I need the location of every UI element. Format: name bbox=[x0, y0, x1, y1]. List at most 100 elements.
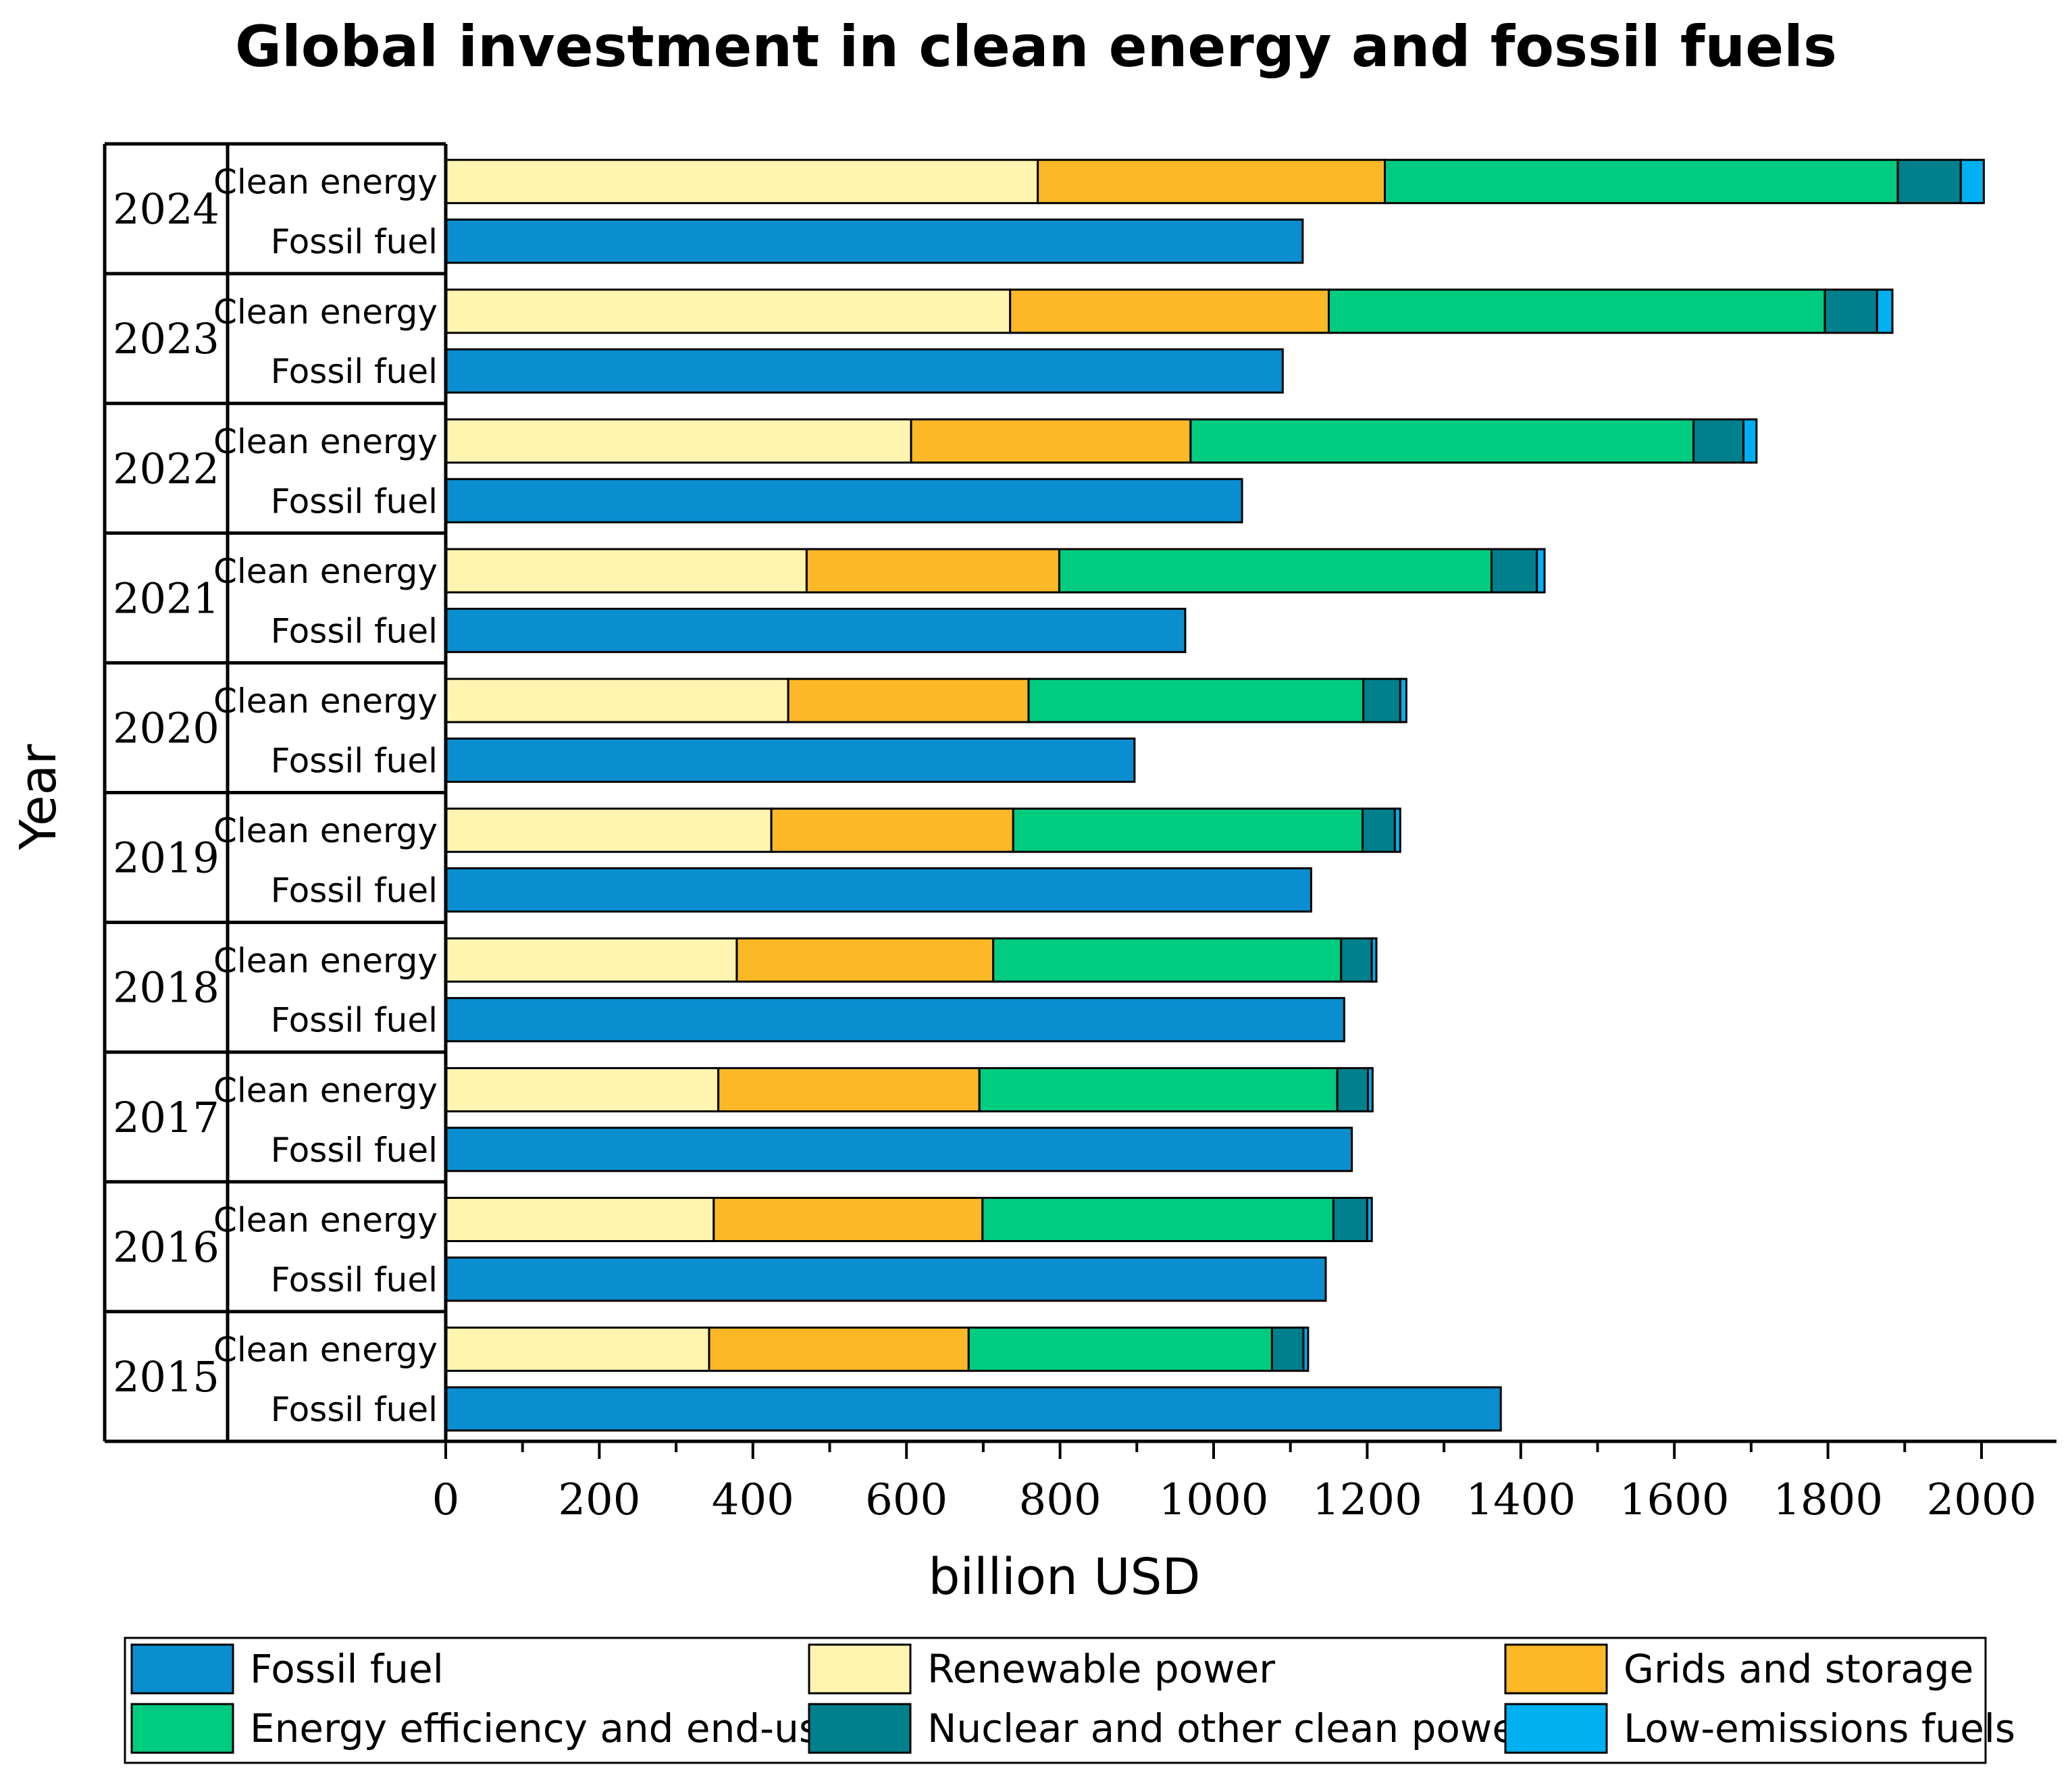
x-axis: 0 200 400 600 800 1000 1200 1400 1600 1800 2000 bbox=[105, 1439, 2056, 1525]
bar-renewable-2023 bbox=[444, 288, 1012, 334]
bar-grids-2024 bbox=[1037, 159, 1387, 205]
bar-fossil-2020 bbox=[444, 737, 1136, 783]
bar-lowemission-2018 bbox=[1370, 937, 1378, 983]
bar-fossil-2015 bbox=[444, 1386, 1502, 1432]
row-label-clean: Clean energy bbox=[213, 681, 438, 721]
bar-renewable-2020 bbox=[444, 677, 789, 723]
bar-grids-2022 bbox=[910, 418, 1192, 464]
row-label-fossil: Fossil fuel bbox=[271, 1001, 438, 1040]
bar-lowemission-2017 bbox=[1367, 1066, 1374, 1112]
bar-renewable-2024 bbox=[444, 159, 1039, 205]
bar-efficiency-2024 bbox=[1384, 159, 1899, 205]
bar-renewable-2022 bbox=[444, 418, 912, 464]
bar-nuclear-2024 bbox=[1896, 159, 1962, 205]
bar-nuclear-2023 bbox=[1823, 288, 1878, 334]
bar-renewable-2015 bbox=[444, 1327, 710, 1372]
bar-efficiency-2017 bbox=[978, 1066, 1339, 1112]
row-label-clean: Clean energy bbox=[213, 292, 438, 332]
bar-grids-2021 bbox=[805, 548, 1060, 594]
bar-fossil-2024 bbox=[444, 218, 1304, 264]
bar-efficiency-2015 bbox=[967, 1327, 1273, 1372]
row-label-fossil: Fossil fuel bbox=[271, 1260, 438, 1300]
bar-renewable-2017 bbox=[444, 1066, 720, 1112]
bar-efficiency-2016 bbox=[981, 1197, 1335, 1243]
x-axis-label: billion USD bbox=[928, 1548, 1200, 1606]
year-label: 2022 bbox=[113, 444, 219, 493]
bar-lowemission-2023 bbox=[1875, 288, 1894, 334]
row-label-fossil: Fossil fuel bbox=[271, 611, 438, 650]
row-label-clean: Clean energy bbox=[213, 941, 438, 980]
bar-renewable-2019 bbox=[444, 807, 773, 853]
row-label-clean: Clean energy bbox=[213, 1071, 438, 1110]
legend-label: Nuclear and other clean power bbox=[927, 1705, 1532, 1751]
bar-lowemission-2021 bbox=[1536, 548, 1546, 594]
row-label-fossil: Fossil fuel bbox=[271, 222, 438, 261]
row-label-fossil: Fossil fuel bbox=[271, 871, 438, 910]
year-label: 2015 bbox=[113, 1352, 219, 1401]
row-label-clean: Clean energy bbox=[213, 422, 438, 461]
year-label: 2021 bbox=[113, 573, 219, 623]
year-label: 2024 bbox=[113, 184, 219, 234]
bar-efficiency-2018 bbox=[992, 937, 1343, 983]
bar-fossil-2021 bbox=[444, 607, 1187, 653]
legend-swatch bbox=[130, 1643, 234, 1695]
legend-label: Grids and storage bbox=[1624, 1646, 1973, 1692]
bar-nuclear-2022 bbox=[1692, 418, 1745, 464]
chart-title: Global investment in clean energy and fo… bbox=[235, 14, 1837, 80]
bar-grids-2015 bbox=[708, 1327, 970, 1372]
bar-grids-2020 bbox=[787, 677, 1030, 723]
y-axis-label: Year bbox=[9, 744, 68, 850]
bars-layer bbox=[444, 159, 1985, 1432]
legend-label: Fossil fuel bbox=[250, 1646, 444, 1692]
bar-renewable-2018 bbox=[444, 937, 738, 983]
legend-label: Low-emissions fuels bbox=[1624, 1705, 2015, 1751]
bar-nuclear-2018 bbox=[1340, 937, 1373, 983]
bar-fossil-2019 bbox=[444, 867, 1312, 913]
bar-renewable-2021 bbox=[444, 548, 808, 594]
legend: Fossil fuel Renewable power Grids and stor… bbox=[124, 1637, 2015, 1764]
x-tick-label: 2000 bbox=[1927, 1475, 2037, 1525]
bar-efficiency-2021 bbox=[1058, 548, 1493, 594]
bar-nuclear-2021 bbox=[1491, 548, 1538, 594]
year-label: 2020 bbox=[113, 703, 219, 752]
x-tick-label: 1200 bbox=[1312, 1475, 1422, 1525]
legend-label: Energy efficiency and end-use bbox=[250, 1705, 844, 1751]
bar-fossil-2016 bbox=[444, 1256, 1327, 1302]
bar-nuclear-2015 bbox=[1270, 1327, 1305, 1372]
legend-swatch bbox=[1504, 1643, 1608, 1695]
bar-nuclear-2017 bbox=[1336, 1066, 1370, 1112]
row-label-fossil: Fossil fuel bbox=[271, 1390, 438, 1429]
row-label-clean: Clean energy bbox=[213, 163, 438, 202]
legend-swatch bbox=[130, 1703, 234, 1754]
bar-lowemission-2020 bbox=[1399, 677, 1407, 723]
bar-efficiency-2022 bbox=[1189, 418, 1695, 464]
bar-lowemission-2019 bbox=[1393, 807, 1401, 853]
bar-renewable-2016 bbox=[444, 1197, 715, 1243]
bar-efficiency-2023 bbox=[1328, 288, 1826, 334]
x-tick-label: 200 bbox=[558, 1475, 640, 1525]
bar-lowemission-2016 bbox=[1366, 1197, 1373, 1243]
bar-grids-2018 bbox=[735, 937, 995, 983]
bar-grids-2019 bbox=[770, 807, 1014, 853]
row-label-fossil: Fossil fuel bbox=[271, 482, 438, 521]
row-label-clean: Clean energy bbox=[213, 1331, 438, 1370]
row-label-clean: Clean energy bbox=[213, 811, 438, 850]
legend-swatch bbox=[1504, 1703, 1608, 1754]
x-tick-label: 1400 bbox=[1466, 1475, 1576, 1525]
x-tick-label: 1000 bbox=[1159, 1475, 1269, 1525]
bar-fossil-2018 bbox=[444, 997, 1345, 1043]
year-label: 2018 bbox=[113, 963, 219, 1012]
bar-lowemission-2015 bbox=[1302, 1327, 1310, 1372]
bar-efficiency-2020 bbox=[1027, 677, 1365, 723]
x-tick-label: 800 bbox=[1019, 1475, 1102, 1525]
bar-efficiency-2019 bbox=[1012, 807, 1364, 853]
bar-fossil-2022 bbox=[444, 478, 1243, 523]
row-label-clean: Clean energy bbox=[213, 552, 438, 591]
x-tick-label: 600 bbox=[865, 1475, 948, 1525]
x-tick-label: 400 bbox=[712, 1475, 794, 1525]
bar-fossil-2017 bbox=[444, 1127, 1353, 1173]
bar-lowemission-2022 bbox=[1742, 418, 1758, 464]
x-tick-label: 1800 bbox=[1773, 1475, 1883, 1525]
bar-nuclear-2019 bbox=[1362, 807, 1396, 853]
